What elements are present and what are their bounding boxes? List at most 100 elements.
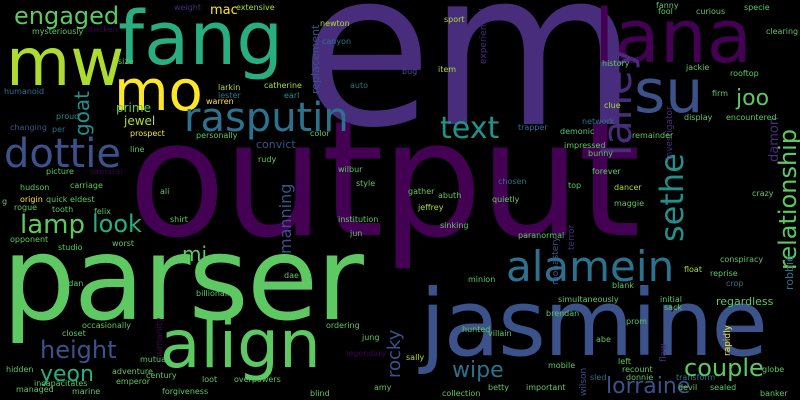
word: jordan (58, 279, 84, 288)
word: sally (406, 353, 425, 362)
word: mo (114, 59, 203, 124)
word: humanoid (4, 87, 45, 96)
word: worst (112, 239, 135, 248)
word: donnie (626, 373, 654, 382)
word: gather (408, 187, 435, 196)
word: transform (676, 373, 716, 382)
word: paranormal (518, 231, 565, 240)
word: g (2, 197, 8, 206)
word: look (92, 210, 142, 238)
word: f (156, 255, 159, 264)
word: recount (622, 365, 653, 374)
word: conspiracy (720, 255, 764, 264)
word: weight (174, 3, 201, 12)
word: banker (760, 389, 788, 398)
word: crazy (752, 189, 774, 198)
word: century (146, 371, 177, 380)
word: left (618, 357, 631, 366)
word: initial (660, 295, 682, 304)
word: mobile (548, 361, 576, 370)
word: jasmine (420, 270, 768, 377)
word: origin (20, 195, 43, 204)
word: rogue (14, 203, 38, 212)
word: jeffrey (418, 203, 444, 212)
word: picture (46, 167, 74, 176)
word: sethe (653, 153, 691, 242)
word: remainder (632, 131, 674, 140)
word: network (582, 117, 615, 126)
word: newton (320, 19, 350, 28)
word: catherine (264, 81, 302, 90)
word: rocky (384, 329, 405, 378)
word: dancer (614, 183, 642, 192)
word: collection (442, 389, 481, 398)
word: wilson (579, 367, 589, 396)
word: float (684, 265, 702, 274)
word: item (438, 65, 457, 74)
word: hidden (6, 365, 34, 374)
word: felix (94, 207, 111, 216)
word: prospect (130, 129, 165, 138)
word: abuth (438, 191, 462, 200)
word: replacement (309, 24, 322, 94)
word: tooth (52, 205, 74, 214)
word: parser (2, 212, 364, 347)
word: per (52, 125, 66, 134)
word: engaged (14, 2, 120, 30)
word: height (40, 336, 117, 364)
word: globe (762, 365, 785, 374)
word: impressed (564, 141, 606, 150)
word: sack (664, 303, 683, 312)
word: overpowers (234, 375, 281, 384)
word: legendary (346, 349, 387, 358)
word: lana (594, 0, 753, 80)
word: hunted (462, 325, 491, 334)
word: sealed (710, 383, 737, 392)
word: prom (626, 317, 647, 326)
word: lester (218, 91, 241, 100)
word: carriage (70, 181, 103, 190)
word: loot (202, 375, 218, 384)
word: warren (206, 97, 234, 106)
word: size (118, 57, 134, 66)
word: regardless (716, 295, 774, 308)
word: text (440, 111, 500, 146)
word: em (300, 0, 638, 175)
word: larkin (218, 83, 241, 92)
word: minion (468, 275, 496, 284)
word: line (130, 145, 145, 154)
word: mysteriously (32, 27, 84, 36)
word: managed (16, 385, 54, 394)
word: billionaire (196, 289, 236, 298)
word: wilbur (338, 165, 363, 174)
word: demonic (560, 127, 595, 136)
word: occasionally (82, 321, 132, 330)
word: clearing (766, 27, 799, 36)
word: closet (62, 329, 86, 338)
word: stricken (86, 25, 118, 34)
word: samurai (90, 167, 123, 176)
word: rooftop (730, 69, 759, 78)
word: top (568, 181, 582, 190)
word: rudy (258, 155, 277, 164)
word: canyon (322, 37, 352, 46)
word: su (634, 57, 704, 127)
word: mutual (140, 355, 169, 364)
word: dottie (4, 131, 121, 177)
word: terror (567, 224, 577, 250)
word: specie (744, 3, 770, 12)
word: trapper (518, 123, 548, 132)
word: studio (58, 243, 83, 252)
word: extensive (236, 3, 275, 12)
word: incapacitates (34, 379, 88, 388)
word: color (310, 129, 330, 138)
word: crop (726, 279, 744, 288)
word: maggie (614, 199, 644, 208)
word: mac (210, 3, 238, 18)
word: proud (56, 112, 80, 121)
word: jun (350, 229, 363, 238)
word: align (160, 306, 321, 383)
word: rasputin (184, 95, 349, 141)
word: personally (196, 131, 238, 140)
word: firm (712, 89, 728, 98)
